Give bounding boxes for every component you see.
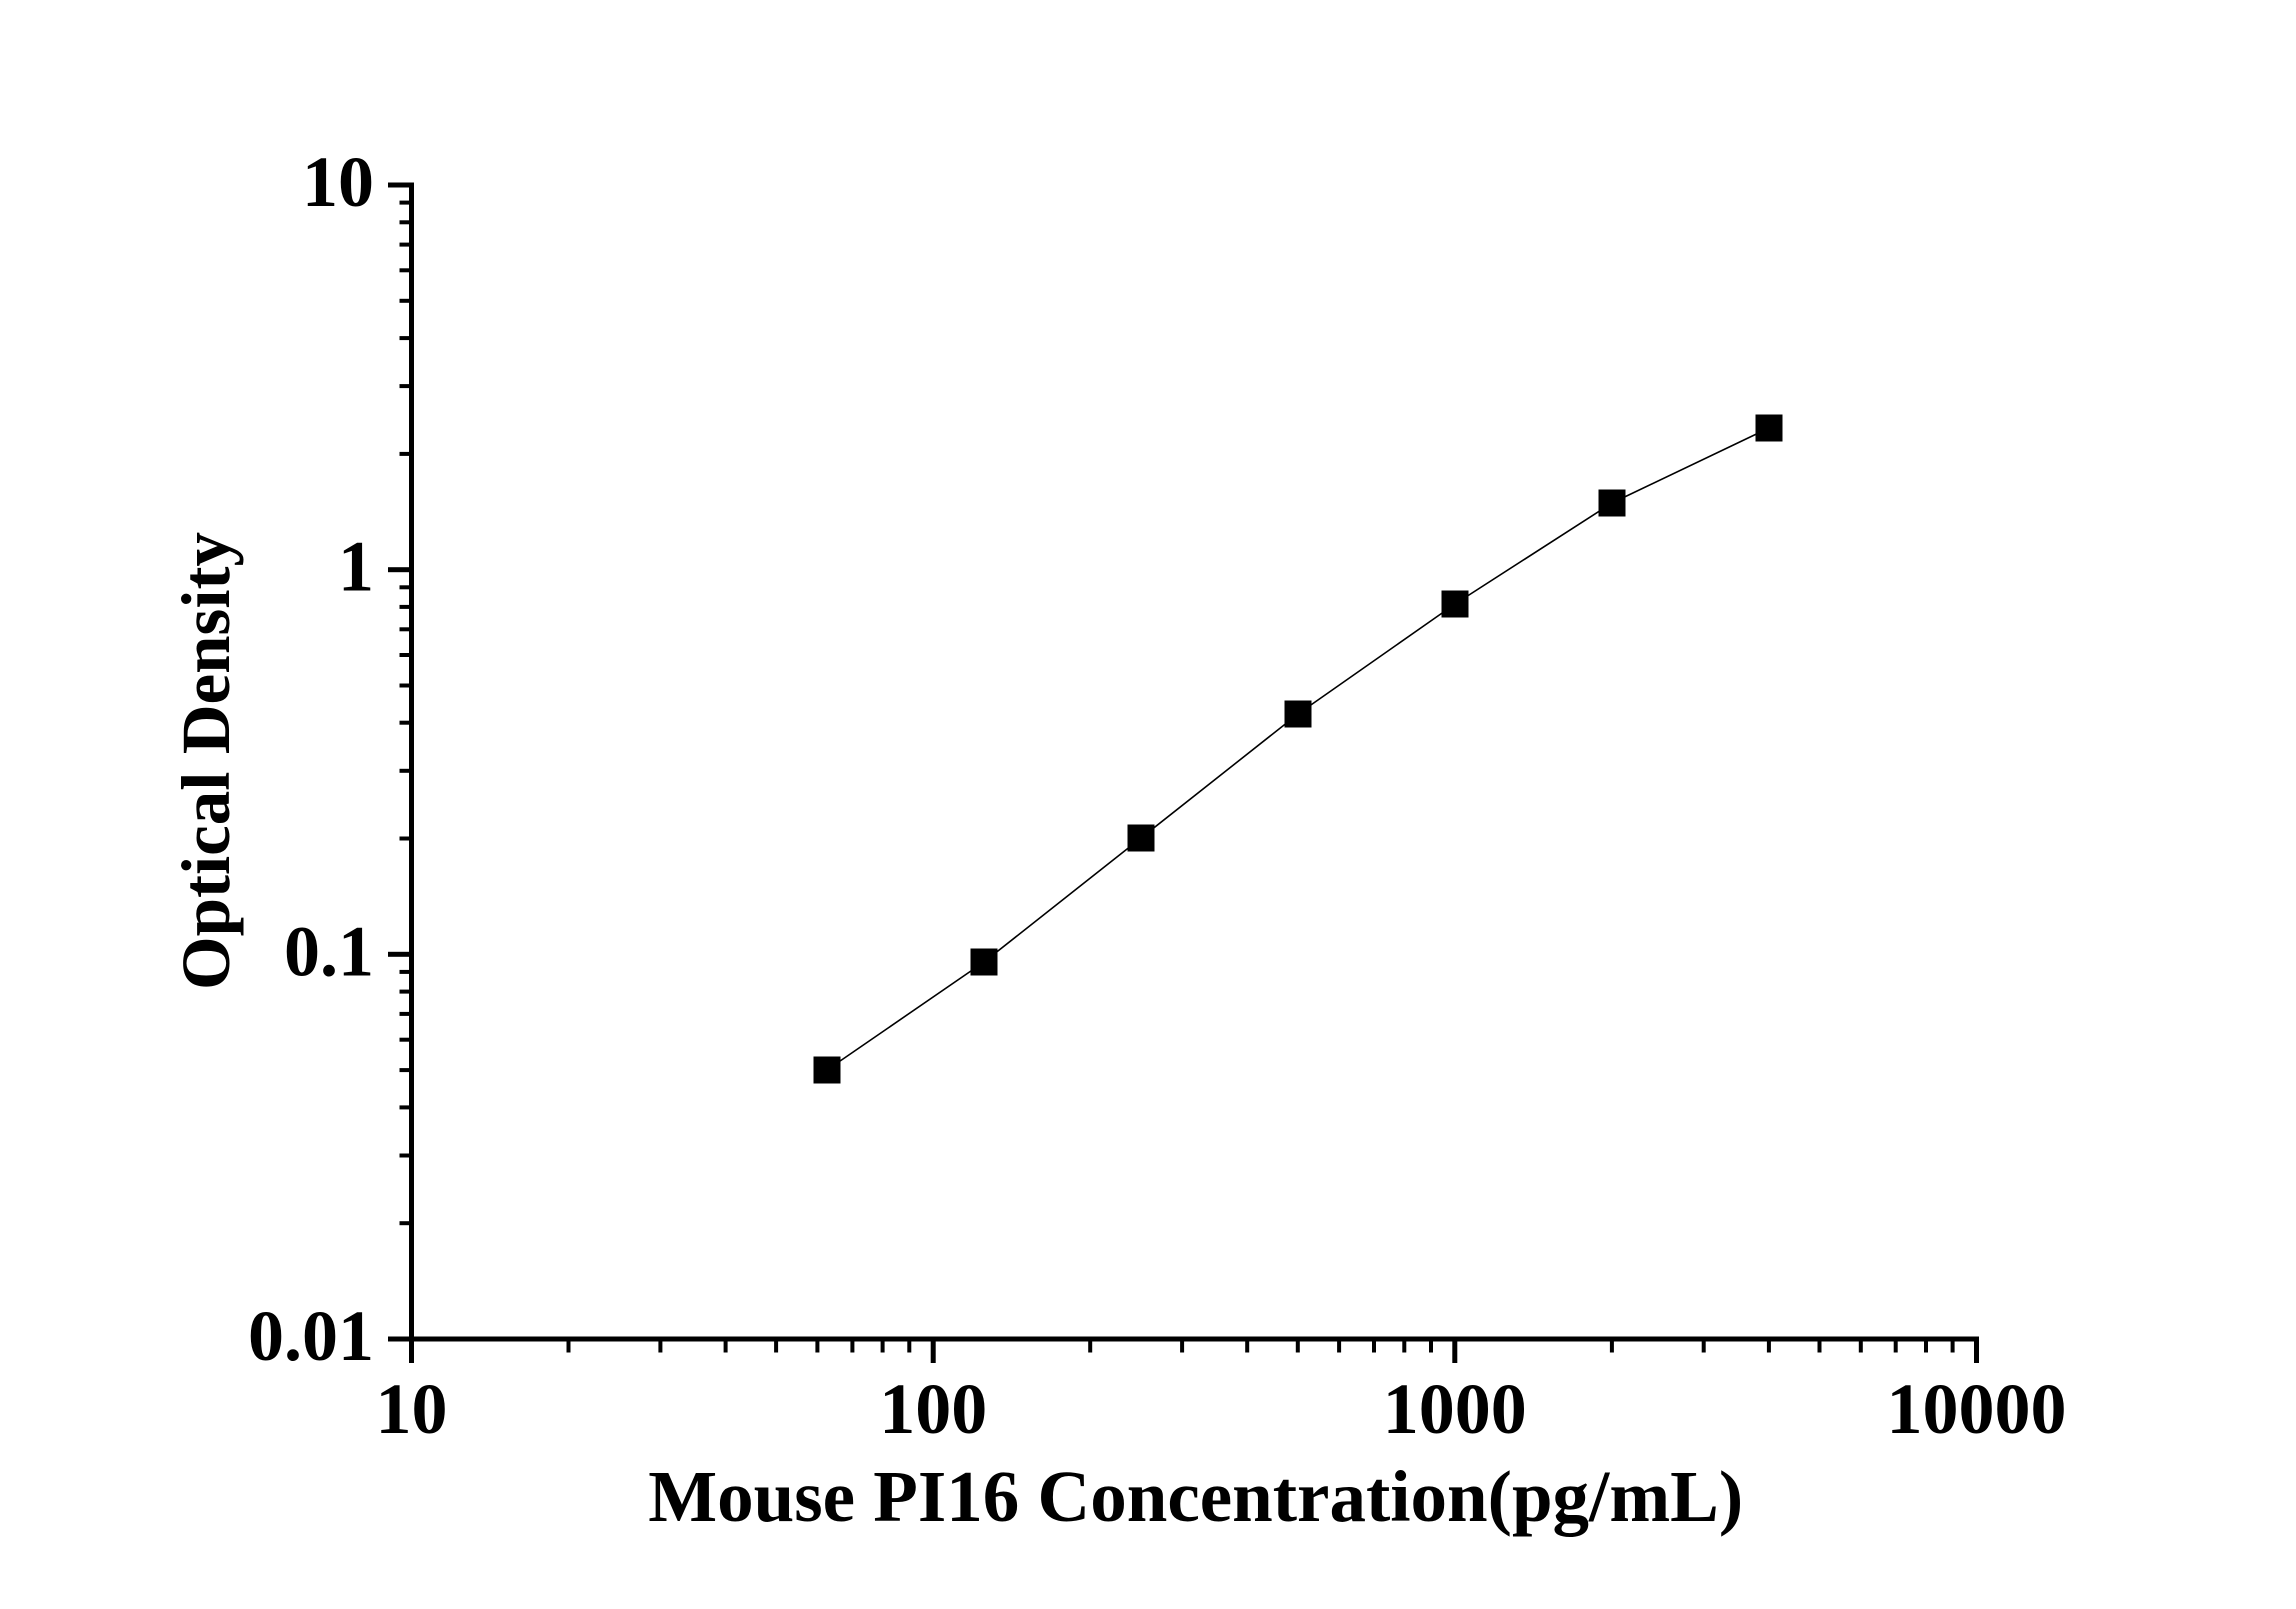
svg-text:10000: 10000: [1887, 1369, 2067, 1449]
svg-text:10: 10: [376, 1369, 448, 1449]
svg-text:Mouse PI16 Concentration(pg/mL: Mouse PI16 Concentration(pg/mL): [648, 1456, 1743, 1537]
svg-text:0.1: 0.1: [284, 911, 374, 991]
svg-text:0.01: 0.01: [248, 1296, 374, 1376]
svg-text:1: 1: [338, 527, 374, 607]
svg-text:100: 100: [879, 1369, 987, 1449]
svg-text:1000: 1000: [1383, 1369, 1527, 1449]
svg-text:Optical Density: Optical Density: [168, 532, 244, 990]
svg-text:10: 10: [302, 142, 374, 222]
